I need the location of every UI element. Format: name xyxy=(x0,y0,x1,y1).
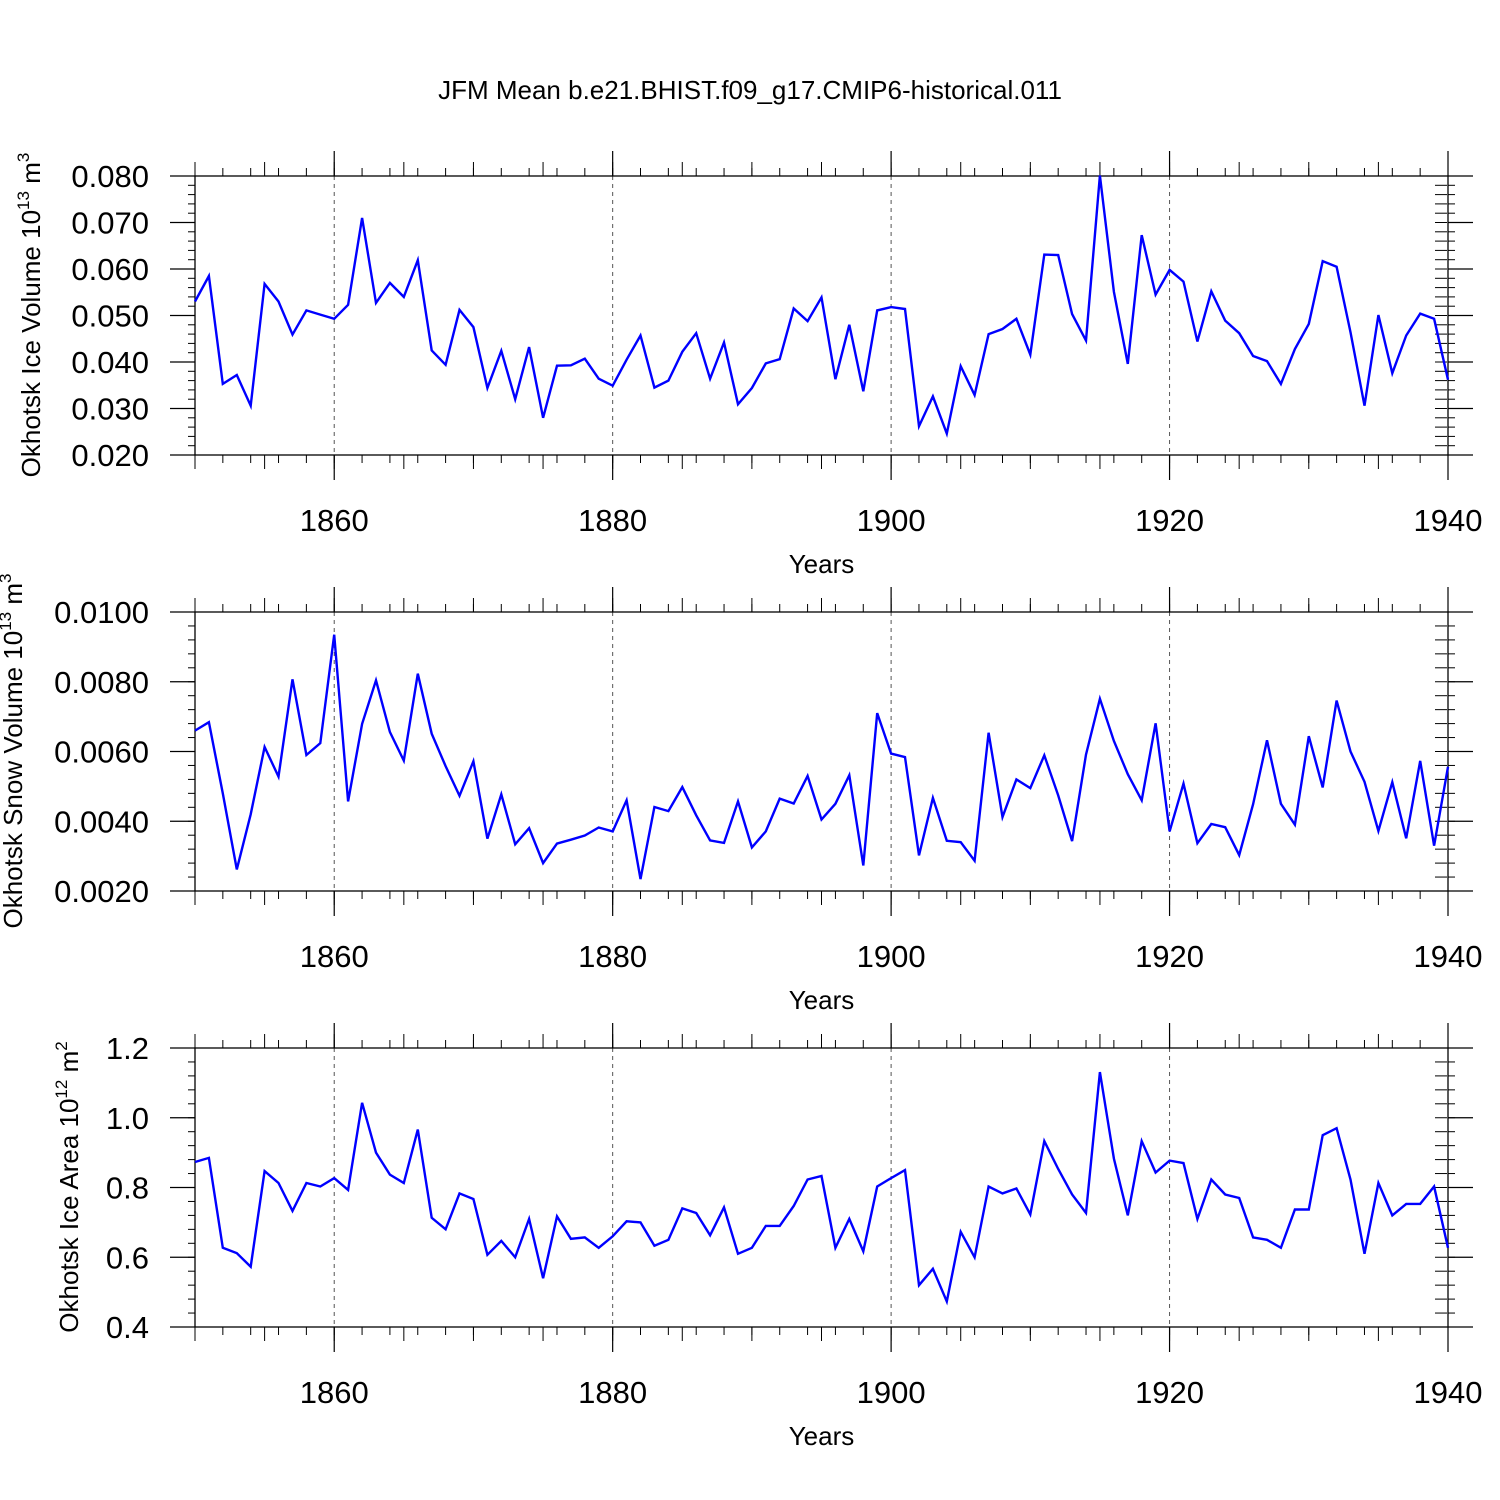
y-tick-label: 0.030 xyxy=(71,392,149,427)
y-tick-label: 0.060 xyxy=(71,252,149,287)
x-tick-label: 1880 xyxy=(578,1375,647,1410)
x-tick-label: 1880 xyxy=(578,939,647,974)
y-tick-label: 0.8 xyxy=(106,1171,149,1206)
plot-frame xyxy=(194,1047,1449,1328)
y-tick-label: 0.0040 xyxy=(54,804,149,839)
plot-frame xyxy=(194,175,1449,456)
x-tick-label: 1860 xyxy=(300,1375,369,1410)
plot-frame xyxy=(194,611,1449,892)
y-axis-title: Okhotsk Ice Area 1012 m2 xyxy=(52,1041,84,1332)
x-tick-label: 1900 xyxy=(857,1375,926,1410)
series-line xyxy=(194,1071,1450,1306)
y-tick-label: 0.040 xyxy=(71,345,149,380)
x-tick-label: 1940 xyxy=(1414,1375,1483,1410)
y-axis-title: Okhotsk Ice Volume 1013 m3 xyxy=(14,153,46,478)
x-tick-label: 1900 xyxy=(857,503,926,538)
x-tick-label: 1920 xyxy=(1135,503,1204,538)
x-axis-title: Years xyxy=(789,985,855,1015)
x-tick-label: 1860 xyxy=(300,939,369,974)
y-tick-label: 0.070 xyxy=(71,206,149,241)
chart-title: JFM Mean b.e21.BHIST.f09_g17.CMIP6-histo… xyxy=(438,75,1062,105)
x-tick-label: 1880 xyxy=(578,503,647,538)
x-tick-label: 1920 xyxy=(1135,1375,1204,1410)
y-tick-label: 0.6 xyxy=(106,1240,149,1275)
y-tick-label: 0.0100 xyxy=(54,595,149,630)
x-tick-label: 1940 xyxy=(1414,939,1483,974)
x-tick-label: 1900 xyxy=(857,939,926,974)
y-axis-title: Okhotsk Snow Volume 1013 m3 xyxy=(0,574,28,929)
y-tick-label: 1.2 xyxy=(106,1031,149,1066)
x-tick-label: 1860 xyxy=(300,503,369,538)
x-tick-label: 1940 xyxy=(1414,503,1483,538)
y-tick-label: 0.050 xyxy=(71,299,149,334)
x-tick-label: 1920 xyxy=(1135,939,1204,974)
x-axis-title: Years xyxy=(789,549,855,579)
series-line xyxy=(193,175,1450,438)
chart-panel-3: 0.4 0.6 0.8 1.0 1.2 1860 1880 1900 1920 1940 Years… xyxy=(52,1023,1482,1451)
y-tick-label: 0.080 xyxy=(71,159,149,194)
x-axis-title: Years xyxy=(789,1421,855,1451)
y-tick-label: 0.4 xyxy=(106,1310,149,1345)
chart-panel-2: 0.0020 0.0040 0.0060 0.0080 0.0100 1860 1880 19… xyxy=(0,574,1482,1016)
y-tick-label: 0.0020 xyxy=(54,874,149,909)
y-tick-label: 1.0 xyxy=(106,1101,149,1136)
series-line xyxy=(194,634,1450,880)
chart-panel-1: 0.020 0.030 0.040 0.050 0.060 0.070 0.080 1860 1… xyxy=(14,151,1482,579)
y-tick-label: 0.020 xyxy=(71,438,149,473)
y-tick-label: 0.0080 xyxy=(54,665,149,700)
y-tick-label: 0.0060 xyxy=(54,735,149,770)
